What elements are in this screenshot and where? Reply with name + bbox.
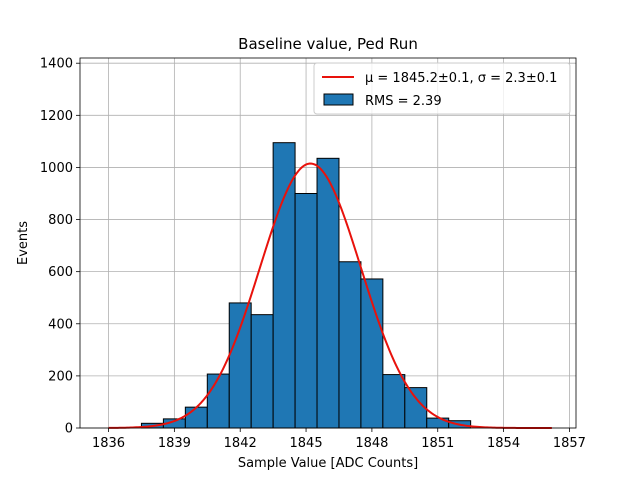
y-tick-label: 1200 — [40, 109, 73, 124]
histogram-bar — [316, 157, 340, 429]
x-axis-label: Sample Value [ADC Counts] — [238, 456, 418, 471]
x-tick-label: 1857 — [553, 436, 586, 451]
histogram-bar — [382, 374, 406, 429]
y-tick-label: 1000 — [40, 161, 73, 176]
histogram-bar — [250, 314, 274, 429]
histogram-bar — [272, 142, 296, 429]
y-tick-label: 0 — [65, 422, 73, 437]
y-tick-label: 400 — [48, 317, 73, 332]
legend-fit-label: μ = 1845.2±0.1, σ = 2.3±0.1 — [365, 71, 557, 86]
y-tick-label: 1400 — [40, 57, 73, 72]
x-axis-ticks: 1836 1839 1842 1845 1848 1851 1854 1857 — [92, 428, 586, 451]
x-tick-label: 1848 — [355, 436, 388, 451]
y-axis-ticks: 0 200 400 600 800 1000 1200 1400 — [40, 57, 80, 437]
legend-histogram-patch-swatch — [323, 93, 354, 106]
x-tick-label: 1854 — [487, 436, 520, 451]
histogram-bar — [294, 192, 318, 429]
x-tick-label: 1836 — [92, 436, 125, 451]
y-tick-label: 600 — [48, 265, 73, 280]
legend-rms-label: RMS = 2.39 — [365, 94, 442, 109]
histogram-bar — [338, 261, 362, 429]
chart-title: Baseline value, Ped Run — [238, 35, 418, 53]
x-tick-label: 1845 — [290, 436, 323, 451]
x-tick-label: 1839 — [158, 436, 191, 451]
legend: μ = 1845.2±0.1, σ = 2.3±0.1 RMS = 2.39 — [313, 62, 571, 115]
gaussian-fit-curve — [108, 162, 552, 429]
x-tick-label: 1842 — [224, 436, 257, 451]
y-axis-label: Events — [16, 221, 31, 265]
legend-box — [313, 62, 571, 115]
histogram-bar — [184, 406, 208, 429]
histogram-bar — [228, 302, 252, 429]
y-tick-label: 200 — [48, 369, 73, 384]
histogram-bar — [206, 373, 230, 429]
x-tick-label: 1851 — [421, 436, 454, 451]
y-tick-label: 800 — [48, 213, 73, 228]
plot-frame — [79, 57, 577, 429]
